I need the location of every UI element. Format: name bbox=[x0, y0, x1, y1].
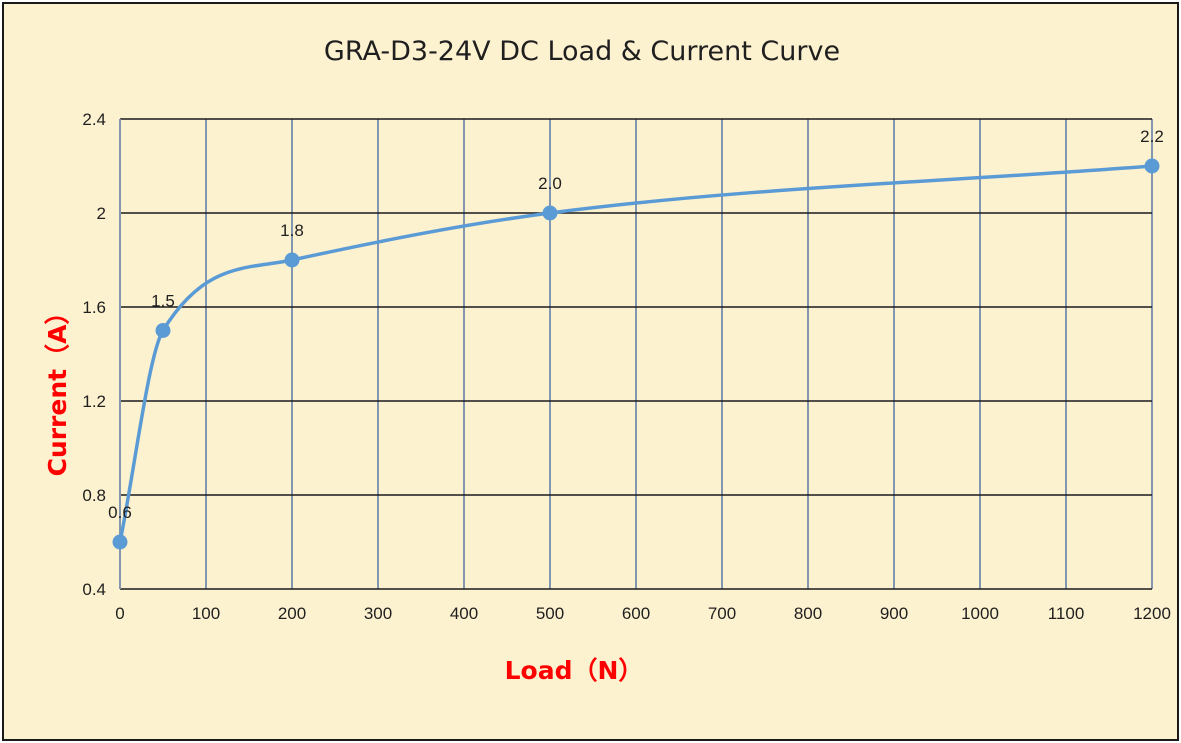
x-tick-label: 700 bbox=[708, 604, 736, 623]
data-point bbox=[1144, 158, 1160, 174]
data-label: 0.6 bbox=[108, 503, 132, 522]
series-layer: 0.6 1.5 1.8 2.0 2.2 bbox=[108, 127, 1164, 550]
y-tick-label: 1.2 bbox=[82, 392, 106, 411]
data-label: 2.2 bbox=[1140, 127, 1164, 146]
x-tick-label: 300 bbox=[364, 604, 392, 623]
x-tick-label: 1200 bbox=[1133, 604, 1171, 623]
data-point bbox=[112, 534, 128, 550]
x-tick-label: 900 bbox=[880, 604, 908, 623]
x-tick-label: 100 bbox=[192, 604, 220, 623]
data-label: 1.5 bbox=[151, 292, 175, 311]
data-label: 2.0 bbox=[538, 174, 562, 193]
x-tick-label: 500 bbox=[536, 604, 564, 623]
data-point bbox=[284, 252, 300, 268]
x-tick-label: 1000 bbox=[961, 604, 999, 623]
series-line bbox=[118, 164, 1153, 543]
data-point bbox=[542, 205, 558, 221]
x-tick-label: 800 bbox=[794, 604, 822, 623]
y-tick-label: 2 bbox=[97, 204, 106, 223]
x-tick-label: 400 bbox=[450, 604, 478, 623]
x-tick-label: 600 bbox=[622, 604, 650, 623]
x-tick-label: 0 bbox=[115, 604, 124, 623]
chart-title: GRA-D3-24V DC Load & Current Curve bbox=[324, 36, 840, 67]
x-axis-title: Load（N） bbox=[505, 656, 644, 685]
data-point bbox=[155, 323, 171, 338]
x-tick-label: 200 bbox=[278, 604, 306, 623]
y-tick-label: 1.6 bbox=[82, 298, 106, 317]
tick-layer: 0 100 200 300 400 500 600 700 800 900 1000 1100 1200… bbox=[82, 110, 1171, 623]
data-label: 1.8 bbox=[280, 221, 304, 240]
x-tick-label: 1100 bbox=[1048, 604, 1085, 623]
y-axis-title: Current（A） bbox=[43, 300, 72, 477]
chart-svg: 0.6 1.5 1.8 2.0 2.2 0 100 200 300 400 500 600 700 80… bbox=[43, 36, 1171, 685]
y-tick-label: 2.4 bbox=[82, 110, 106, 129]
y-tick-label: 0.4 bbox=[82, 580, 106, 599]
y-tick-label: 0.8 bbox=[82, 486, 106, 505]
grid-layer bbox=[119, 118, 1153, 590]
